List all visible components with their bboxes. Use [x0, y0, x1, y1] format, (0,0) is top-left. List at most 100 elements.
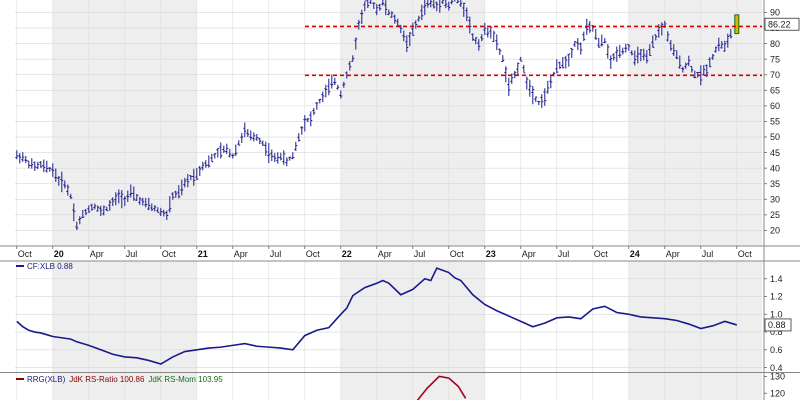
- price-bar: [288, 156, 292, 161]
- price-bar: [630, 50, 634, 56]
- price-bar: [219, 142, 223, 159]
- price-bar: [687, 55, 691, 67]
- price-bar: [216, 147, 220, 158]
- price-bar: [654, 34, 658, 41]
- x-tick-label: 22: [342, 249, 352, 259]
- price-bar: [417, 15, 421, 22]
- price-bar: [549, 75, 553, 89]
- price-bar: [660, 22, 664, 36]
- price-bar: [609, 55, 613, 69]
- price-bar: [369, 0, 372, 4]
- ratio-y-axis: 0.4 0.6 0.8 1.0 1.2 1.4: [15, 274, 783, 373]
- last-value-badge: 86.22: [764, 17, 800, 31]
- price-bar: [531, 86, 535, 105]
- ratio-line: [16, 267, 738, 365]
- price-bar: [213, 153, 217, 159]
- price-bar: [711, 53, 715, 60]
- price-bar: [390, 11, 394, 18]
- year-shade-band: [15, 0, 53, 246]
- price-bar: [678, 55, 682, 69]
- price-bar: [63, 180, 67, 189]
- price-bar: [633, 50, 637, 66]
- price-bar: [498, 48, 502, 55]
- price-bar: [579, 42, 583, 55]
- price-bar: [249, 130, 253, 141]
- price-bar: [639, 48, 643, 62]
- price-bar: [198, 165, 202, 176]
- price-bar: [486, 27, 490, 38]
- price-bar: [714, 46, 718, 53]
- price-bar: [672, 44, 676, 56]
- grid-lines: [15, 0, 762, 400]
- price-bar: [597, 37, 601, 48]
- y-tick-label: 80: [770, 39, 780, 49]
- price-bar: [501, 55, 505, 63]
- year-shade-band: [628, 261, 762, 372]
- price-bar: [528, 79, 532, 97]
- rrg-ratio-line: [416, 375, 467, 400]
- price-bar: [675, 50, 679, 60]
- price-bar: [720, 41, 724, 49]
- price-bar: [387, 9, 391, 16]
- price-bar: [111, 197, 115, 207]
- x-tick-label: Oct: [450, 249, 465, 259]
- price-bar: [462, 2, 466, 17]
- price-bar: [258, 137, 262, 145]
- price-bar: [303, 115, 307, 132]
- price-bar: [102, 205, 106, 216]
- price-bar: [327, 78, 331, 96]
- price-bar: [117, 189, 121, 204]
- rrg-y-axis: 120 130: [764, 372, 785, 398]
- price-bar: [729, 28, 733, 39]
- price-bar: [480, 34, 484, 42]
- price-bar: [180, 179, 184, 196]
- price-bar: [567, 53, 571, 67]
- y-tick-label: 50: [770, 132, 780, 142]
- price-bar: [123, 196, 127, 207]
- price-bar: [621, 47, 625, 55]
- price-bar: [252, 132, 256, 142]
- y-tick-label: 120: [770, 388, 785, 398]
- ratio-legend: CF:XLB 0.88: [16, 262, 73, 271]
- price-bar: [237, 140, 241, 146]
- price-bar: [564, 55, 568, 69]
- price-bar: [441, 0, 445, 5]
- price-bar: [366, 0, 370, 8]
- x-tick-label: Jul: [270, 249, 282, 259]
- price-bar: [426, 0, 430, 8]
- price-bar: [495, 34, 499, 51]
- price-bar: [525, 76, 529, 90]
- x-tick-label: Oct: [594, 249, 609, 259]
- price-bar: [402, 30, 406, 42]
- price-bar: [690, 65, 694, 73]
- price-bar: [582, 31, 586, 42]
- price-bar: [129, 184, 133, 198]
- price-bar: [651, 35, 655, 48]
- y-tick-label: 1.0: [770, 309, 783, 319]
- price-bar: [507, 77, 511, 97]
- price-bar: [267, 142, 271, 164]
- price-bar: [81, 209, 85, 218]
- price-bar: [471, 33, 475, 41]
- price-bar: [561, 56, 565, 69]
- last-value-label: 86.22: [768, 19, 791, 29]
- price-bar: [294, 141, 298, 151]
- price-bar: [540, 94, 544, 108]
- price-bar: [246, 129, 250, 138]
- rrg-legend-label: RRG(XLB) JdK RS-Ratio 100.86 JdK RS-Mom 10…: [27, 375, 223, 384]
- price-bar: [375, 4, 379, 16]
- price-bar: [78, 216, 82, 225]
- price-bar: [309, 111, 313, 127]
- price-bar: [681, 66, 685, 73]
- price-bar: [315, 102, 319, 110]
- price-bar: [114, 192, 118, 206]
- x-tick-label: Jul: [558, 249, 570, 259]
- price-bar: [306, 118, 310, 123]
- price-bar: [468, 16, 472, 34]
- price-bar: [339, 90, 343, 99]
- price-bar: [615, 46, 619, 62]
- price-bar: [270, 149, 274, 162]
- price-bar: [279, 152, 283, 161]
- last-value-box: [764, 318, 792, 332]
